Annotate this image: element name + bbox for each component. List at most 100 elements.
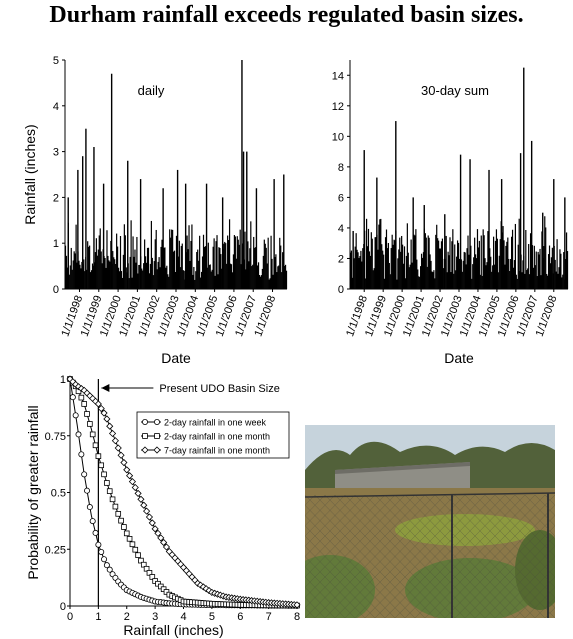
bar	[162, 188, 164, 289]
bar	[123, 224, 125, 289]
data-point	[293, 601, 301, 609]
bar	[491, 271, 493, 289]
data-point	[157, 534, 165, 542]
bar	[492, 265, 494, 289]
bar	[221, 197, 224, 289]
bar	[262, 255, 264, 289]
bar	[438, 240, 440, 289]
bar	[84, 271, 86, 289]
bar	[64, 245, 67, 289]
bar	[232, 254, 235, 289]
bar	[408, 267, 410, 289]
bar	[426, 266, 428, 289]
y-tick-label: 12	[332, 101, 344, 113]
bar	[165, 267, 167, 289]
bar	[137, 273, 139, 289]
bar	[529, 274, 531, 289]
data-point	[153, 446, 161, 454]
y-tick-label: 4	[338, 223, 344, 235]
bar	[89, 272, 92, 289]
bar	[534, 265, 536, 289]
x-axis-label: Rainfall (inches)	[123, 622, 223, 638]
bar	[159, 267, 161, 289]
bar	[479, 274, 481, 289]
bar	[81, 261, 83, 289]
bar	[550, 257, 553, 289]
bar	[498, 255, 500, 289]
bar	[245, 269, 247, 289]
bar	[142, 270, 144, 289]
bar	[535, 251, 537, 289]
bar	[422, 252, 425, 289]
bar	[259, 276, 262, 289]
bar	[86, 269, 88, 289]
bar	[487, 231, 489, 289]
bar	[209, 264, 211, 289]
bar	[514, 223, 516, 289]
data-point	[95, 541, 102, 548]
bar	[94, 252, 97, 289]
y-tick-label: 5	[53, 55, 59, 67]
bar	[108, 260, 110, 289]
bar	[352, 230, 354, 289]
data-point	[131, 483, 139, 492]
bar	[141, 268, 143, 289]
bar	[402, 244, 404, 289]
data-point	[128, 478, 136, 486]
bar	[260, 275, 263, 289]
bar	[512, 267, 515, 289]
bar	[278, 265, 280, 289]
data-point	[84, 487, 91, 494]
bar	[116, 233, 118, 289]
bar	[565, 232, 568, 289]
bar	[87, 241, 89, 289]
bar	[413, 234, 415, 289]
bar	[543, 246, 545, 289]
bar	[271, 258, 273, 289]
bar	[522, 260, 524, 289]
annotation-label: Present UDO Basin Size	[159, 383, 279, 395]
bar	[416, 259, 418, 289]
bar	[450, 272, 452, 289]
bar	[430, 260, 432, 289]
bar	[502, 226, 504, 289]
bar	[175, 235, 178, 289]
bar	[456, 256, 458, 289]
bar	[77, 169, 79, 289]
bar	[285, 270, 288, 289]
bar	[486, 262, 488, 289]
x-tick-label: 5	[209, 611, 215, 623]
bar	[117, 246, 119, 289]
bar	[238, 244, 240, 289]
bar	[200, 271, 203, 289]
y-tick-label: 0.5	[51, 488, 66, 500]
bar	[390, 248, 392, 289]
bar	[560, 253, 562, 289]
bar	[255, 188, 258, 289]
bar	[277, 266, 279, 289]
bar	[385, 229, 388, 289]
data-point	[134, 489, 142, 497]
bar	[530, 140, 533, 289]
chart-annotation: daily	[138, 83, 165, 98]
bar	[558, 267, 560, 289]
bar	[168, 276, 170, 289]
bar	[471, 278, 473, 289]
bar	[194, 279, 196, 289]
bar	[201, 256, 204, 289]
bar	[565, 259, 567, 289]
data-point	[100, 409, 108, 417]
bar	[120, 271, 123, 289]
bar	[446, 272, 448, 289]
y-tick-label: 14	[332, 70, 344, 82]
bar	[230, 264, 233, 289]
bar	[553, 179, 555, 289]
bar	[516, 278, 518, 289]
shrub	[305, 555, 375, 618]
bar	[268, 279, 270, 289]
bar	[358, 258, 360, 289]
bar	[173, 250, 176, 289]
x-tick-label: 0	[67, 611, 73, 623]
bar	[524, 273, 526, 289]
bar	[377, 249, 379, 289]
